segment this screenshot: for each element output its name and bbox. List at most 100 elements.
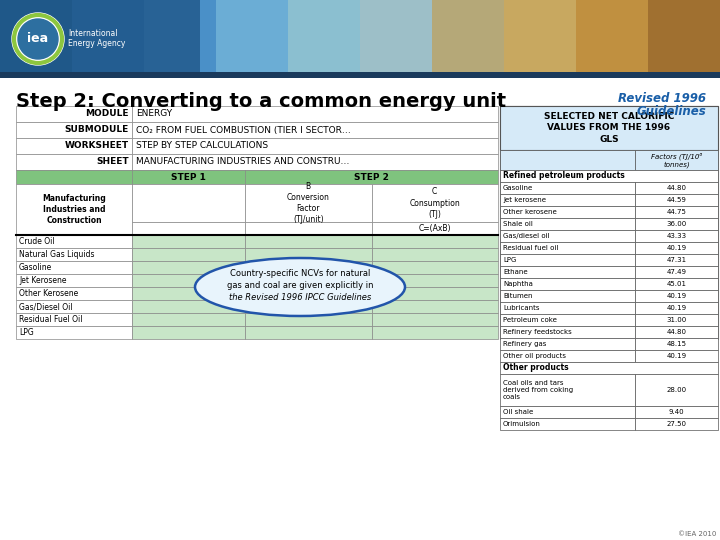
- Circle shape: [12, 13, 64, 65]
- Text: Jet kerosene: Jet kerosene: [503, 197, 546, 203]
- Text: Lubricants: Lubricants: [503, 305, 539, 311]
- Bar: [500, 374, 635, 406]
- Bar: [372, 326, 498, 339]
- Bar: [635, 314, 718, 326]
- Bar: [72, 0, 145, 78]
- Bar: [500, 302, 635, 314]
- Text: MODULE: MODULE: [86, 110, 129, 118]
- Text: Country-specific NCVs for natural: Country-specific NCVs for natural: [230, 268, 370, 278]
- Text: CO₂ FROM FUEL COMBUSTION (TIER I SECTOR…: CO₂ FROM FUEL COMBUSTION (TIER I SECTOR…: [136, 125, 351, 134]
- Text: 40.19: 40.19: [667, 353, 687, 359]
- Text: Other oil products: Other oil products: [503, 353, 566, 359]
- Text: 45.01: 45.01: [667, 281, 687, 287]
- Bar: [132, 235, 245, 248]
- Text: Factors (TJ/10⁶
tonnes): Factors (TJ/10⁶ tonnes): [651, 152, 702, 168]
- Bar: [132, 313, 245, 326]
- Bar: [132, 274, 245, 287]
- Bar: [500, 417, 635, 430]
- Text: STEP BY STEP CALCULATIONS: STEP BY STEP CALCULATIONS: [136, 141, 268, 151]
- Text: Petroleum coke: Petroleum coke: [503, 317, 557, 323]
- Bar: [16, 154, 132, 170]
- Text: Revised 1996: Revised 1996: [618, 92, 706, 105]
- Text: Naphtha: Naphtha: [503, 281, 533, 287]
- Text: Jet Kerosene: Jet Kerosene: [19, 276, 66, 285]
- Text: 31.00: 31.00: [667, 317, 687, 323]
- Bar: [500, 278, 635, 290]
- Bar: [0, 0, 73, 78]
- Bar: [16, 106, 132, 122]
- Bar: [372, 235, 498, 248]
- Bar: [372, 261, 498, 274]
- Bar: [500, 106, 718, 150]
- Text: Orimulsion: Orimulsion: [503, 421, 541, 427]
- Bar: [500, 106, 718, 339]
- Text: 9.40: 9.40: [669, 409, 685, 415]
- Bar: [635, 290, 718, 302]
- Bar: [635, 338, 718, 350]
- Text: LPG: LPG: [19, 328, 34, 337]
- Bar: [372, 287, 498, 300]
- Bar: [360, 0, 433, 78]
- Text: Guidelines: Guidelines: [636, 105, 706, 118]
- Text: 43.33: 43.33: [667, 233, 687, 239]
- Bar: [216, 0, 289, 78]
- Text: Gasoline: Gasoline: [19, 263, 53, 272]
- Text: SELECTED NET CALORIFIC
VALUES FROM THE 1996
GLS: SELECTED NET CALORIFIC VALUES FROM THE 1…: [544, 112, 674, 144]
- Text: Residual fuel oil: Residual fuel oil: [503, 245, 559, 251]
- Bar: [245, 261, 372, 274]
- Bar: [635, 278, 718, 290]
- Bar: [500, 182, 635, 194]
- Bar: [0, 0, 200, 78]
- Bar: [635, 406, 718, 417]
- Bar: [500, 314, 635, 326]
- Bar: [432, 0, 505, 78]
- Text: Gasoline: Gasoline: [503, 185, 534, 191]
- Text: Bitumen: Bitumen: [503, 293, 533, 299]
- Bar: [372, 248, 498, 261]
- Bar: [132, 122, 498, 138]
- Bar: [16, 261, 132, 274]
- Text: Residual Fuel Oil: Residual Fuel Oil: [19, 315, 83, 324]
- Bar: [500, 206, 635, 218]
- Bar: [0, 78, 720, 540]
- Bar: [372, 300, 498, 313]
- Text: Manufacturing
Industries and
Construction: Manufacturing Industries and Constructio…: [42, 194, 106, 225]
- Bar: [16, 248, 132, 261]
- Text: SUBMODULE: SUBMODULE: [65, 125, 129, 134]
- Text: 47.31: 47.31: [667, 257, 687, 263]
- Text: International: International: [68, 29, 117, 37]
- Bar: [635, 374, 718, 406]
- Bar: [16, 184, 132, 235]
- Bar: [0, 72, 720, 78]
- Bar: [372, 313, 498, 326]
- Bar: [576, 0, 649, 78]
- Bar: [132, 287, 245, 300]
- Bar: [500, 230, 635, 242]
- Text: B
Conversion
Factor
(TJ/unit): B Conversion Factor (TJ/unit): [287, 182, 330, 224]
- Text: 47.49: 47.49: [667, 269, 687, 275]
- Bar: [288, 0, 361, 78]
- Text: Refined petroleum products: Refined petroleum products: [503, 172, 625, 180]
- Bar: [245, 313, 372, 326]
- Bar: [500, 150, 635, 170]
- Text: 44.80: 44.80: [667, 185, 687, 191]
- Text: Other Kerosene: Other Kerosene: [19, 289, 78, 298]
- Bar: [635, 302, 718, 314]
- Bar: [500, 290, 635, 302]
- Bar: [500, 218, 635, 230]
- Bar: [245, 300, 372, 313]
- Text: Step 2: Converting to a common energy unit: Step 2: Converting to a common energy un…: [16, 92, 506, 111]
- Text: Coal oils and tars
derived from coking
coals: Coal oils and tars derived from coking c…: [503, 380, 573, 400]
- Text: SHEET: SHEET: [96, 158, 129, 166]
- Bar: [132, 222, 245, 235]
- Text: C
Consumption
(TJ): C Consumption (TJ): [410, 187, 460, 219]
- Bar: [132, 184, 245, 222]
- Text: C=(AxB): C=(AxB): [418, 224, 451, 233]
- Bar: [500, 406, 635, 417]
- Bar: [635, 350, 718, 362]
- Text: ENERGY: ENERGY: [136, 110, 172, 118]
- Bar: [245, 274, 372, 287]
- Text: Natural Gas Liquids: Natural Gas Liquids: [19, 250, 94, 259]
- Bar: [635, 326, 718, 338]
- Bar: [635, 218, 718, 230]
